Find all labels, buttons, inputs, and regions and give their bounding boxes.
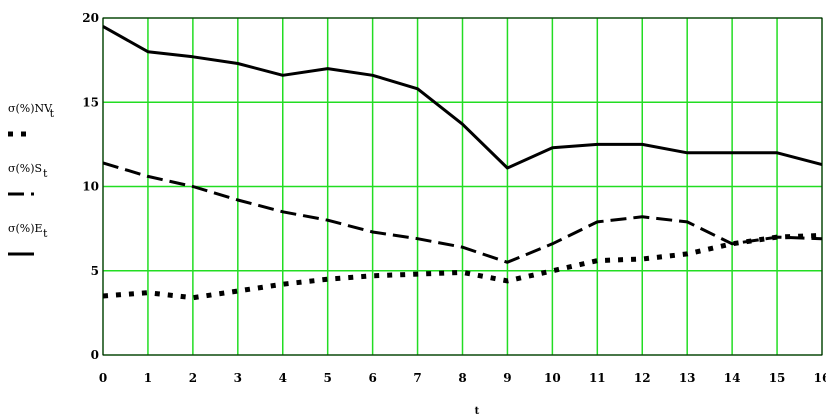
x-tick-label: 1 [144,371,152,385]
y-tick-label: 0 [91,348,99,362]
legend-label: σ(%)E [8,222,43,235]
x-tick-label: 0 [99,371,107,385]
legend-subscript: t [43,167,48,180]
x-tick-label: 6 [368,371,376,385]
x-tick-label: 13 [679,371,696,385]
series-line-solid [102,25,823,170]
y-axis-ticks: 0 5 10 15 20 [82,11,99,362]
x-axis-ticks: 012345678910111213141516 [99,371,826,385]
legend-subscript: t [50,107,55,120]
series-line-dotted [102,232,823,301]
series-lines [102,25,823,301]
series-line-dashed [102,161,823,264]
x-tick-label: 16 [814,371,826,385]
x-tick-label: 4 [279,371,287,385]
x-axis-label: t [475,406,480,416]
x-tick-label: 5 [324,371,332,385]
x-tick-label: 15 [769,371,786,385]
y-tick-label: 15 [82,95,99,109]
y-tick-label: 20 [82,11,99,25]
x-tick-label: 3 [234,371,242,385]
x-tick-label: 9 [503,371,511,385]
y-tick-label: 10 [82,180,99,194]
grid-lines [102,17,823,356]
x-tick-label: 11 [589,371,606,385]
legend-subscript: t [43,227,48,240]
y-tick-label: 5 [91,264,99,278]
legend-label: σ(%)NV [8,102,53,115]
x-tick-label: 8 [458,371,466,385]
x-tick-label: 10 [544,371,561,385]
x-tick-label: 7 [413,371,421,385]
legend-entry: σ(%)S t [8,162,48,196]
x-tick-label: 12 [634,371,651,385]
plot-area-frame [102,17,823,356]
legend-entry: σ(%)E t [8,222,48,256]
x-tick-label: 14 [724,371,741,385]
x-tick-label: 2 [189,371,197,385]
legend-entry: σ(%)NVt [8,102,55,137]
legend-label: σ(%)S [8,162,42,175]
